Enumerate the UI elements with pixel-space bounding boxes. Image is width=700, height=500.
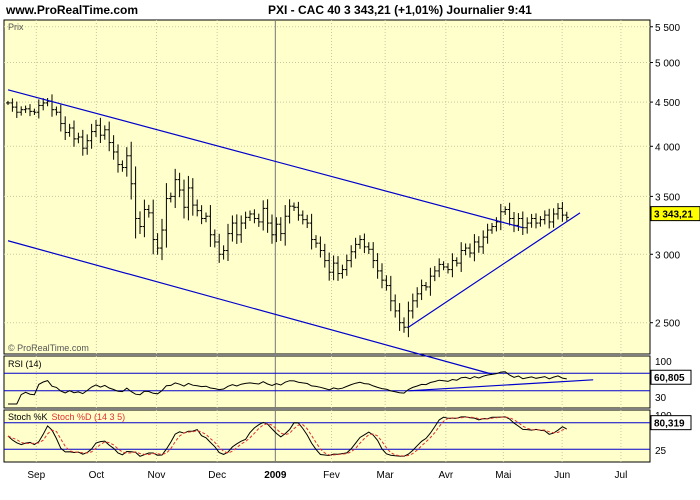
stoch-k-label: Stoch %K bbox=[8, 412, 48, 422]
price-last-value: 3 343,21 bbox=[654, 210, 693, 221]
price-ytick-label: 4 000 bbox=[655, 142, 680, 153]
support-trendline bbox=[408, 212, 581, 328]
price-ytick-label: 5 000 bbox=[655, 59, 680, 70]
stoch-k-line bbox=[7, 416, 568, 457]
x-tick-label: Fev bbox=[323, 470, 340, 481]
x-tick-label: Mar bbox=[377, 470, 395, 481]
price-bars bbox=[6, 89, 581, 375]
grid-lines bbox=[4, 20, 650, 462]
x-tick-label: Mai bbox=[495, 470, 511, 481]
x-tick-label: Nov bbox=[148, 470, 166, 481]
price-ytick-label: 3 500 bbox=[655, 192, 680, 203]
channel-upper-line bbox=[7, 89, 523, 229]
price-panel-label: Prix bbox=[8, 22, 24, 32]
rsi-last-value: 60,805 bbox=[654, 373, 685, 384]
price-panel bbox=[3, 19, 651, 355]
channel-lower-line bbox=[7, 240, 493, 375]
rsi-panel-label: RSI (14) bbox=[8, 359, 42, 369]
stoch-axis-label: 25 bbox=[655, 446, 667, 457]
price-value-box bbox=[650, 206, 700, 222]
rsi-value-box bbox=[650, 369, 692, 385]
x-tick-label: Jul bbox=[615, 470, 628, 481]
stoch-d-line bbox=[7, 416, 567, 457]
price-ytick-label: 4 500 bbox=[655, 98, 680, 109]
axes: 2 500 3 000 3 500 4 000 4 500 5 000 5 500 Sep Oc… bbox=[27, 23, 700, 481]
stoch-panel-label: Stoch %K Stoch %D (14 3 5) bbox=[8, 412, 125, 422]
x-tick-label: Jun bbox=[554, 470, 570, 481]
rsi-series-line bbox=[8, 371, 567, 405]
x-tick-label: Oct bbox=[89, 470, 105, 481]
price-ytick-label: 2 500 bbox=[655, 319, 680, 330]
price-ytick-label: 3 000 bbox=[655, 250, 680, 261]
rsi-line bbox=[4, 371, 650, 405]
x-tick-label: 2009 bbox=[264, 470, 287, 481]
stoch-last-value: 80,319 bbox=[654, 419, 685, 430]
price-ytick-label: 5 500 bbox=[655, 23, 680, 34]
rsi-panel bbox=[3, 355, 651, 409]
stoch-d-label: Stoch %D (14 3 5) bbox=[52, 412, 126, 422]
x-tick-label: Sep bbox=[27, 470, 45, 481]
x-tick-label: Dec bbox=[208, 470, 226, 481]
stoch-panel bbox=[3, 409, 651, 463]
x-tick-label: Avr bbox=[438, 470, 453, 481]
rsi-trendline bbox=[408, 379, 594, 392]
rsi-axis-label: 100 bbox=[655, 357, 672, 368]
rsi-axis-label: 30 bbox=[655, 393, 667, 404]
stoch-value-box bbox=[650, 415, 692, 431]
watermark: © ProRealTime.com bbox=[8, 343, 89, 353]
stoch-lines bbox=[4, 416, 650, 457]
quote-title: PXI - CAC 40 3 343,21 (+1,01%) Journalie… bbox=[268, 3, 532, 17]
site-title[interactable]: www.ProRealTime.com bbox=[5, 3, 138, 17]
